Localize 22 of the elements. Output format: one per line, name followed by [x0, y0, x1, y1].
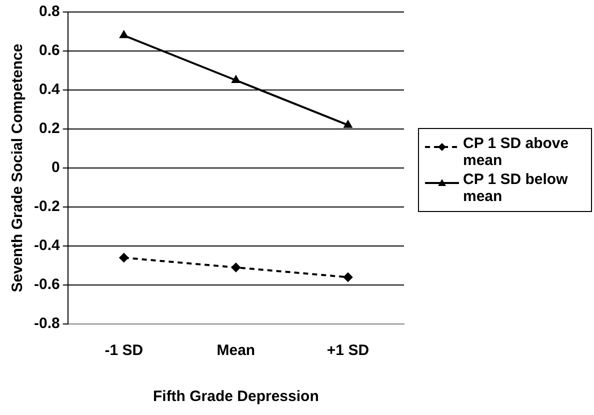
- y-tick-label: -0.4: [34, 237, 60, 254]
- point: [120, 30, 128, 38]
- point: [344, 120, 352, 128]
- point: [232, 76, 240, 83]
- y-tick-label: -0.6: [34, 276, 60, 294]
- x-tick-label: Mean: [216, 342, 256, 360]
- y-tick-label: 0.4: [38, 81, 60, 98]
- y-tick-label: 0: [52, 159, 60, 176]
- legend-label: CP 1 SD above mean: [463, 135, 570, 169]
- y-tick-label: -0.8: [34, 315, 60, 332]
- point: [119, 253, 128, 262]
- point: [231, 262, 240, 272]
- x-tick-label: -1 SD: [104, 342, 144, 360]
- y-tick-label: -0.2: [34, 198, 60, 216]
- y-tick-label: 0.8: [38, 3, 60, 20]
- legend-label: CP 1 SD below mean: [463, 171, 569, 205]
- x-tick-label: +1 SD: [326, 342, 370, 360]
- y-tick-label: 0.2: [38, 120, 60, 138]
- point: [343, 272, 352, 282]
- y-axis-title: Seventh Grade Social Competence: [9, 44, 26, 292]
- y-tick-label: 0.6: [38, 42, 60, 60]
- x-axis-title: Fifth Grade Depression: [152, 388, 319, 406]
